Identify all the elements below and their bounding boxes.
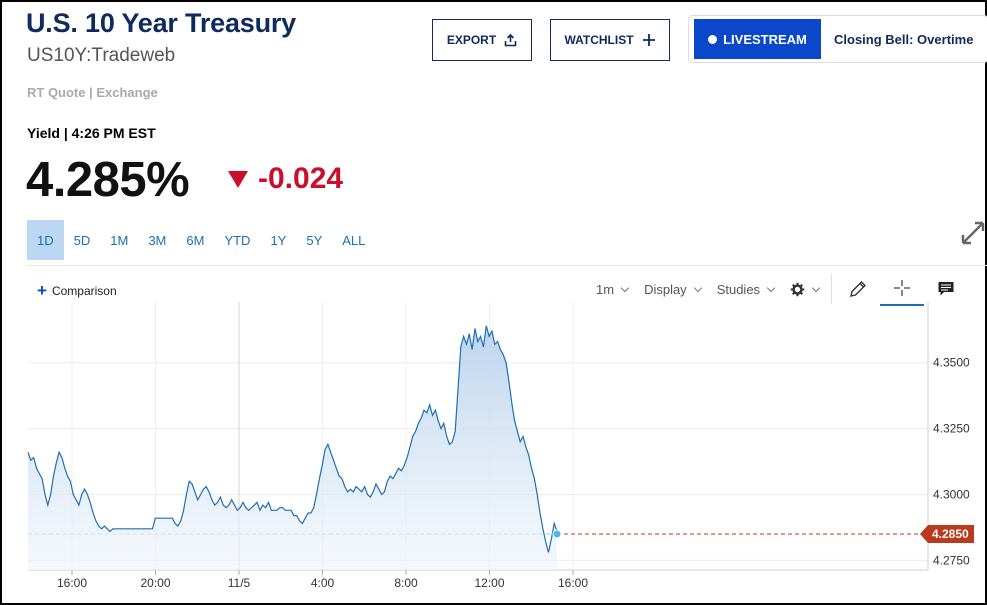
chart-divider bbox=[27, 265, 987, 266]
range-tab-5d[interactable]: 5D bbox=[73, 232, 91, 248]
range-tab-1m[interactable]: 1M bbox=[110, 232, 129, 248]
last-point-dot bbox=[552, 529, 562, 539]
yield-line bbox=[27, 325, 558, 553]
livestream-button[interactable]: LIVESTREAM bbox=[694, 19, 821, 59]
last-price-marker: 4.2850 bbox=[920, 525, 974, 544]
last-price: 4.285% bbox=[26, 153, 190, 207]
range-tab-1d[interactable]: 1D bbox=[27, 220, 64, 260]
quote-source: RT Quote | Exchange bbox=[27, 85, 158, 100]
x-tick-label: 8:00 bbox=[394, 576, 418, 590]
down-arrow-icon bbox=[228, 170, 248, 188]
plus-icon: + bbox=[37, 281, 47, 300]
comparison-button[interactable]: + Comparison bbox=[37, 281, 117, 300]
range-tab-1y[interactable]: 1Y bbox=[270, 232, 287, 248]
interval-label: 1m bbox=[596, 281, 615, 297]
x-tick-label: 20:00 bbox=[140, 576, 170, 590]
crosshair-tool-button[interactable] bbox=[880, 272, 925, 306]
last-price-label: 4.2850 bbox=[932, 527, 969, 541]
plus-icon bbox=[642, 34, 655, 46]
export-button[interactable]: EXPORT bbox=[432, 19, 532, 61]
yield-timestamp: Yield | 4:26 PM EST bbox=[27, 125, 156, 141]
y-axis: 4.3500 4.3250 4.3000 4.2750 bbox=[933, 356, 970, 568]
watchlist-button[interactable]: WATCHLIST bbox=[550, 19, 670, 61]
comparison-label: Comparison bbox=[51, 284, 117, 298]
x-tick-label: 4:00 bbox=[311, 576, 335, 590]
x-tick-label: 12:00 bbox=[474, 576, 504, 590]
draw-tool-button[interactable] bbox=[836, 272, 880, 306]
price-change: -0.024 bbox=[228, 162, 343, 196]
yield-area bbox=[28, 325, 557, 570]
settings-dropdown[interactable] bbox=[782, 272, 827, 306]
time-range-tabs: 1D 5D 1M 3M 6M YTD 1Y 5Y ALL bbox=[27, 220, 375, 260]
y-tick-label: 4.3500 bbox=[933, 356, 970, 370]
chevron-down-icon bbox=[811, 283, 821, 292]
chevron-down-icon bbox=[766, 283, 776, 292]
toolbar-separator bbox=[831, 274, 833, 304]
livestream-banner[interactable]: LIVESTREAM Closing Bell: Overtime bbox=[688, 15, 987, 63]
upload-icon bbox=[504, 33, 517, 46]
x-tick-label: 16:00 bbox=[57, 576, 87, 590]
x-axis: 16:00 20:00 11/5 4:00 8:00 12:00 16:00 bbox=[57, 570, 588, 590]
livestream-show-title[interactable]: Closing Bell: Overtime bbox=[834, 32, 974, 47]
yield-chart[interactable]: 4.3500 4.3250 4.3000 4.2750 16:00 20:00 11/5 4… bbox=[2, 302, 987, 602]
range-tab-3m[interactable]: 3M bbox=[148, 232, 167, 248]
x-tick-label: 16:00 bbox=[558, 576, 588, 590]
y-tick-label: 4.2750 bbox=[933, 553, 970, 567]
chevron-down-icon bbox=[620, 283, 630, 292]
comment-icon bbox=[938, 282, 954, 296]
livestream-label: LIVESTREAM bbox=[723, 31, 807, 47]
crosshair-icon bbox=[894, 280, 911, 296]
range-tab-ytd[interactable]: YTD bbox=[224, 232, 251, 248]
pencil-icon bbox=[850, 281, 867, 297]
display-label: Display bbox=[644, 281, 687, 297]
watchlist-label: WATCHLIST bbox=[564, 33, 634, 47]
display-dropdown[interactable]: Display bbox=[636, 272, 709, 306]
range-tab-5y[interactable]: 5Y bbox=[306, 232, 323, 248]
last-price-tag bbox=[920, 525, 974, 544]
studies-dropdown[interactable]: Studies bbox=[709, 272, 782, 306]
y-tick-label: 4.3250 bbox=[933, 422, 970, 436]
expand-icon[interactable] bbox=[960, 220, 986, 246]
y-tick-label: 4.3000 bbox=[933, 488, 970, 502]
symbol-label: US10Y:Tradeweb bbox=[27, 45, 176, 66]
price-change-value: -0.024 bbox=[258, 162, 344, 195]
chart-toolbar: 1m Display Studies bbox=[588, 272, 968, 306]
range-tab-6m[interactable]: 6M bbox=[186, 232, 205, 248]
export-label: EXPORT bbox=[446, 33, 497, 47]
annotation-tool-button[interactable] bbox=[924, 272, 968, 306]
interval-dropdown[interactable]: 1m bbox=[588, 272, 636, 306]
page-title: U.S. 10 Year Treasury bbox=[26, 8, 296, 38]
chevron-down-icon bbox=[693, 283, 702, 292]
studies-label: Studies bbox=[716, 281, 761, 297]
x-tick-label: 11/5 bbox=[228, 576, 251, 590]
gear-icon bbox=[790, 282, 805, 296]
range-tab-all[interactable]: ALL bbox=[342, 232, 366, 248]
live-dot-icon bbox=[708, 34, 718, 44]
